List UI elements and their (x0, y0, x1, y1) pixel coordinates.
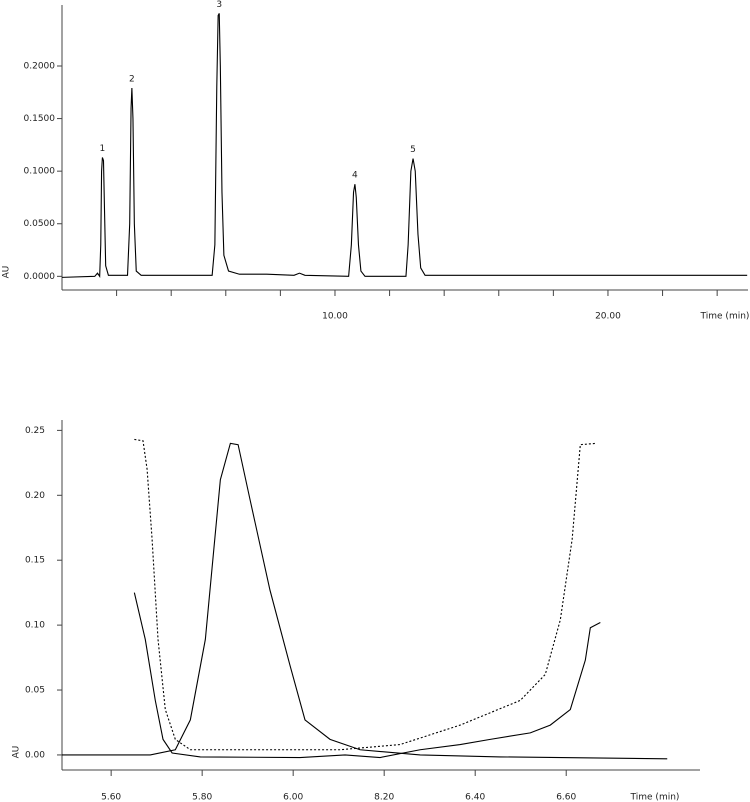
y-axis-label: AU (2, 266, 12, 279)
x-tick-label: 10.00 (322, 312, 348, 322)
x-tick-label: 6.00 (283, 793, 303, 802)
y-tick-label: 0.1500 (24, 114, 56, 124)
peak-label: 2 (129, 75, 135, 85)
y-axis-label: AU (12, 746, 22, 759)
y-tick-label: 0.20 (25, 491, 45, 501)
x-axis-label: Time (min) (630, 793, 680, 802)
x-tick-label: 6.40 (465, 793, 485, 802)
y-tick-label: 0.10 (25, 621, 45, 631)
y-tick-label: 0.25 (25, 426, 45, 436)
trace (61, 13, 748, 279)
y-tick-label: 0.15 (25, 556, 45, 566)
x-tick-label: 5.80 (192, 793, 212, 802)
trace (62, 442, 668, 760)
y-tick-label: 0.2000 (24, 61, 56, 71)
y-tick-label: 0.0500 (24, 219, 56, 229)
peak-label: 4 (352, 171, 358, 181)
x-tick-label: 20.00 (595, 312, 621, 322)
y-tick-label: 0.1000 (24, 167, 56, 177)
trace (133, 592, 601, 759)
x-tick-label: 5.60 (101, 793, 121, 802)
y-tick-label: 0.0000 (24, 272, 56, 282)
x-axis-label: Time (min) (700, 312, 750, 322)
peak-label: 3 (216, 0, 222, 10)
x-tick-label: 6.60 (556, 793, 576, 802)
peak-label: 1 (100, 144, 106, 154)
trace (134, 438, 597, 751)
peak-label: 5 (410, 145, 416, 155)
x-tick-label: 8.20 (374, 793, 394, 802)
y-tick-label: 0.05 (25, 686, 45, 696)
y-tick-label: 0.00 (25, 750, 45, 760)
